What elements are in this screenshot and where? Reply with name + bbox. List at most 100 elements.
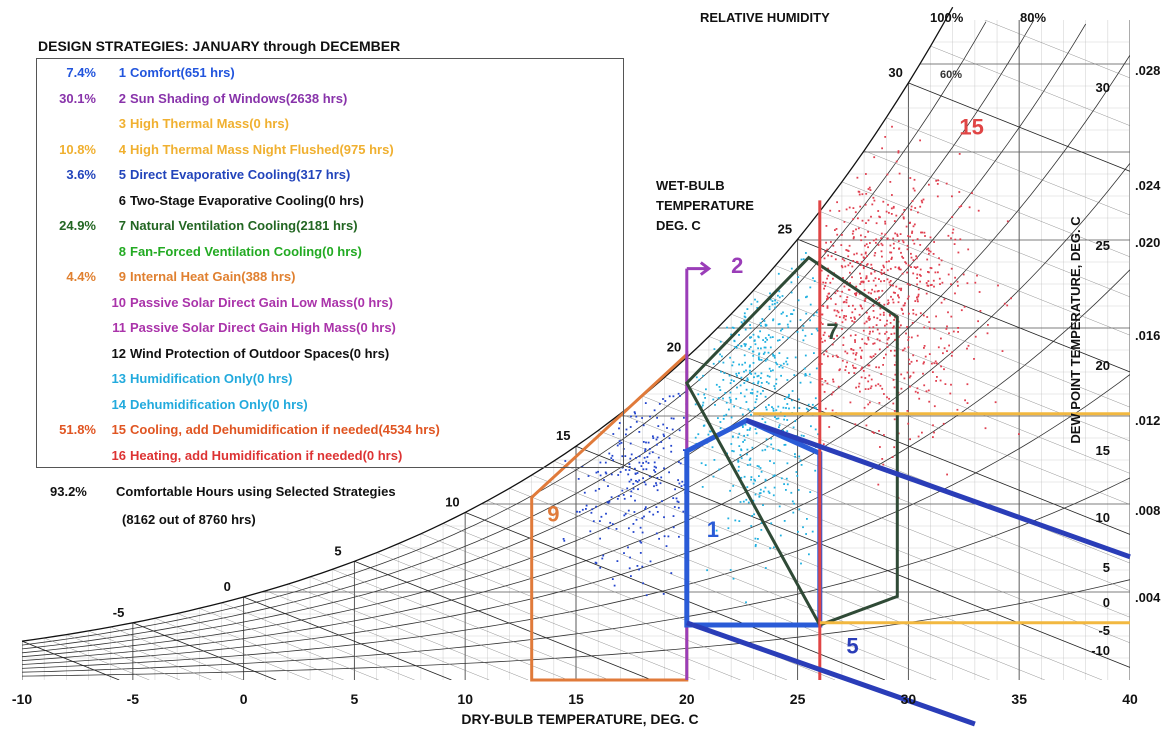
data-point xyxy=(905,262,908,265)
data-point xyxy=(888,281,891,284)
strategy-item: 13 Humidification Only(0 hrs) xyxy=(40,368,293,390)
data-point xyxy=(773,385,776,387)
data-point xyxy=(853,372,856,374)
data-point xyxy=(775,378,778,381)
data-point xyxy=(656,436,659,439)
data-point xyxy=(720,370,722,373)
wetbulb-line xyxy=(753,290,1130,680)
data-point xyxy=(638,431,641,433)
data-point xyxy=(751,388,754,391)
data-point xyxy=(630,453,633,456)
data-point xyxy=(881,147,883,150)
data-point xyxy=(867,364,870,367)
data-point xyxy=(877,210,880,212)
data-point xyxy=(802,258,805,261)
data-point xyxy=(782,311,784,314)
data-point xyxy=(635,420,638,423)
data-point xyxy=(562,538,565,540)
data-point xyxy=(852,230,855,233)
data-point xyxy=(925,248,928,251)
data-point xyxy=(616,497,619,500)
data-point xyxy=(721,355,723,358)
zone-5 xyxy=(685,620,976,727)
data-point xyxy=(917,288,920,291)
data-point xyxy=(956,408,959,411)
data-point xyxy=(758,358,761,361)
strategy-number: 15 xyxy=(111,422,126,437)
wetbulb-line xyxy=(88,630,212,680)
strategy-percent: 4.4% xyxy=(66,269,96,284)
data-point xyxy=(729,382,732,384)
data-point xyxy=(897,150,900,152)
rh-curve xyxy=(22,54,1130,658)
data-point xyxy=(867,219,870,222)
data-point xyxy=(797,530,799,533)
data-point xyxy=(809,303,812,306)
data-point xyxy=(864,203,867,206)
data-point xyxy=(906,244,909,247)
data-point xyxy=(749,457,752,460)
data-point xyxy=(783,415,786,417)
data-point xyxy=(938,263,941,266)
data-point xyxy=(951,231,954,234)
data-point xyxy=(702,425,705,427)
data-point xyxy=(902,257,905,259)
data-point xyxy=(916,334,919,337)
data-point xyxy=(634,473,637,475)
data-point xyxy=(940,337,942,340)
wetbulb-line xyxy=(642,395,1130,680)
data-point xyxy=(937,346,940,349)
data-point xyxy=(954,292,956,295)
data-point xyxy=(837,311,840,314)
data-point xyxy=(745,601,747,604)
data-point xyxy=(933,405,936,408)
data-point xyxy=(632,531,635,533)
data-point xyxy=(847,264,850,267)
data-point xyxy=(722,379,725,381)
data-point xyxy=(848,244,851,247)
data-point xyxy=(877,483,880,486)
data-point xyxy=(918,397,921,400)
data-point xyxy=(770,522,773,525)
data-point xyxy=(782,362,785,365)
data-point xyxy=(725,413,728,416)
data-point xyxy=(750,525,753,527)
wetbulb-line xyxy=(287,583,529,680)
data-point xyxy=(936,183,939,185)
data-point xyxy=(861,307,864,310)
strategy-item: 7.4% 1 Comfort(651 hrs) xyxy=(40,62,234,84)
data-point xyxy=(884,324,886,327)
data-point xyxy=(754,372,757,375)
data-point xyxy=(599,537,601,540)
data-point xyxy=(910,266,912,268)
data-point xyxy=(861,219,864,222)
data-point xyxy=(746,464,749,466)
data-point xyxy=(729,489,731,492)
rh-100-label: 100% xyxy=(930,10,964,25)
data-point xyxy=(752,499,755,502)
data-point xyxy=(760,522,763,524)
data-point xyxy=(926,258,929,261)
data-point xyxy=(628,527,630,530)
data-point xyxy=(909,375,912,377)
data-point xyxy=(764,478,767,481)
wetbulb-axis-label: DEG. C xyxy=(656,218,701,233)
data-point xyxy=(609,521,612,524)
data-point xyxy=(694,403,697,406)
data-point xyxy=(890,333,893,335)
data-point xyxy=(869,401,871,404)
data-point xyxy=(786,323,789,326)
data-point xyxy=(635,415,638,418)
data-point xyxy=(823,257,826,260)
data-point xyxy=(944,383,947,385)
rh-curve xyxy=(22,21,987,646)
data-point xyxy=(754,545,757,548)
data-point xyxy=(859,390,861,393)
data-point xyxy=(878,296,880,299)
data-point xyxy=(864,244,866,247)
data-point xyxy=(805,374,807,377)
data-point xyxy=(638,479,641,482)
data-point xyxy=(576,510,578,513)
data-point xyxy=(984,427,987,430)
data-point xyxy=(786,379,789,381)
